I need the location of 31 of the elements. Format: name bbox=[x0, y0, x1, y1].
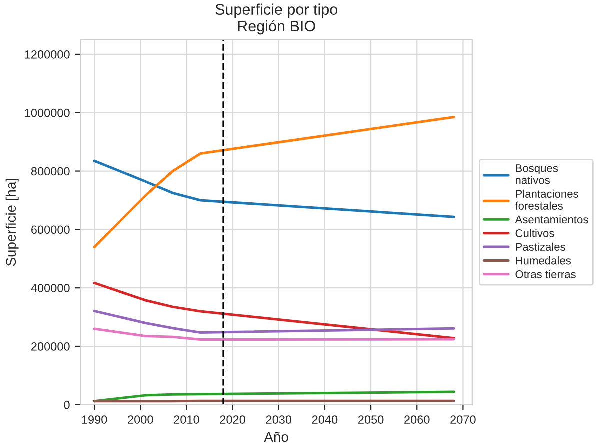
legend-label: Pastizales bbox=[516, 242, 566, 252]
y-tick-label: 600000 bbox=[32, 226, 70, 234]
line-series bbox=[93, 310, 456, 334]
x-axis-title: Año bbox=[264, 432, 288, 442]
x-tick-label: 2000 bbox=[128, 416, 154, 424]
line-series bbox=[93, 282, 456, 340]
x-tick-label: 1990 bbox=[82, 416, 108, 424]
x-tick-label: 2070 bbox=[450, 416, 476, 424]
x-tick-label: 2010 bbox=[174, 416, 200, 424]
y-axis-title: Superficie [ha] bbox=[6, 178, 19, 266]
x-tick-label: 2030 bbox=[266, 416, 292, 424]
legend-label: Otras tierras bbox=[516, 270, 576, 278]
line-series bbox=[93, 328, 456, 342]
legend-label: Plantaciones forestales bbox=[515, 190, 578, 210]
line-series bbox=[93, 160, 456, 218]
y-tick-label: 400000 bbox=[31, 284, 70, 292]
y-tick-label: 1200000 bbox=[25, 50, 70, 59]
y-tick-label: 800000 bbox=[31, 167, 70, 176]
legend-label: Cultivos bbox=[516, 229, 554, 238]
legend-label: Humedales bbox=[516, 256, 572, 265]
y-tick-label: 200000 bbox=[32, 342, 70, 351]
chart-title: Superficie por tipo Región BIO bbox=[216, 4, 338, 35]
y-tick-label: 0 bbox=[64, 400, 70, 410]
legend-label: Bosques nativos bbox=[516, 164, 558, 184]
x-tick-label: 2060 bbox=[404, 416, 430, 424]
legend-label: Asentamientos bbox=[515, 215, 588, 224]
x-tick-label: 2020 bbox=[220, 416, 246, 424]
line-series bbox=[93, 116, 456, 248]
y-tick-label: 1000000 bbox=[25, 108, 70, 118]
x-tick-label: 2040 bbox=[312, 416, 338, 424]
x-tick-label: 2050 bbox=[358, 416, 384, 424]
